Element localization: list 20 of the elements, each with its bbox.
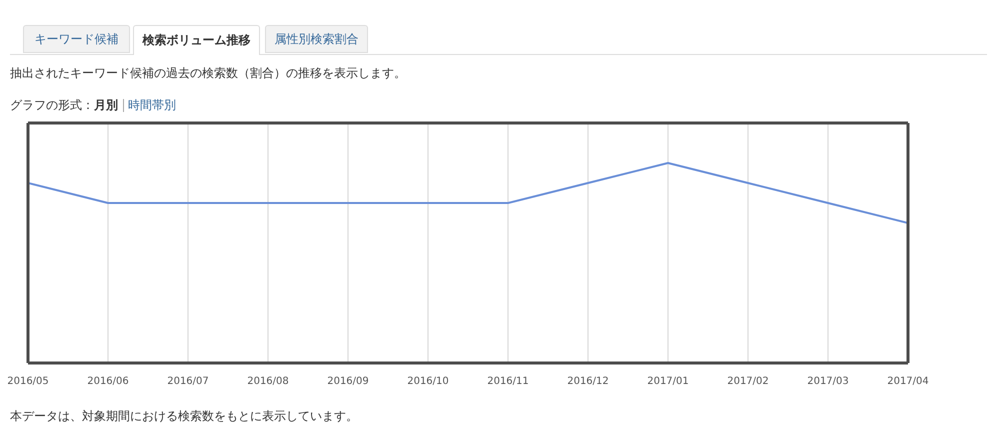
text: 本データは、対象期間における検索数をもとに表示しています。: [10, 408, 358, 425]
x-tick-label: 2016/05: [7, 376, 49, 388]
chart-subtitle: 抽出されたキーワード候補の過去の検索数（割合）の推移を表示します。: [10, 65, 406, 82]
x-tick-label: 2016/08: [247, 376, 289, 388]
text: 時間帯別: [123, 98, 176, 112]
text: グラフの形式：: [10, 97, 94, 114]
text: 月別: [94, 97, 118, 114]
tab: キーワード候補: [23, 25, 130, 53]
x-tick-label: 2017/03: [807, 376, 849, 388]
tab: 属性別検索割合: [265, 25, 368, 53]
x-tick-label: 2016/11: [487, 376, 529, 388]
x-tick-label: 2016/12: [567, 376, 609, 388]
x-tick-label: 2016/09: [327, 376, 369, 388]
x-tick-label: 2017/01: [647, 376, 689, 388]
x-tick-label: 2017/02: [727, 376, 769, 388]
tab: 検索ボリューム推移: [133, 25, 260, 55]
x-tick-label: 2017/04: [887, 376, 929, 388]
x-tick-label: 2016/10: [407, 376, 449, 388]
x-tick-label: 2016/07: [167, 376, 209, 388]
x-tick-label: 2016/06: [87, 376, 129, 388]
